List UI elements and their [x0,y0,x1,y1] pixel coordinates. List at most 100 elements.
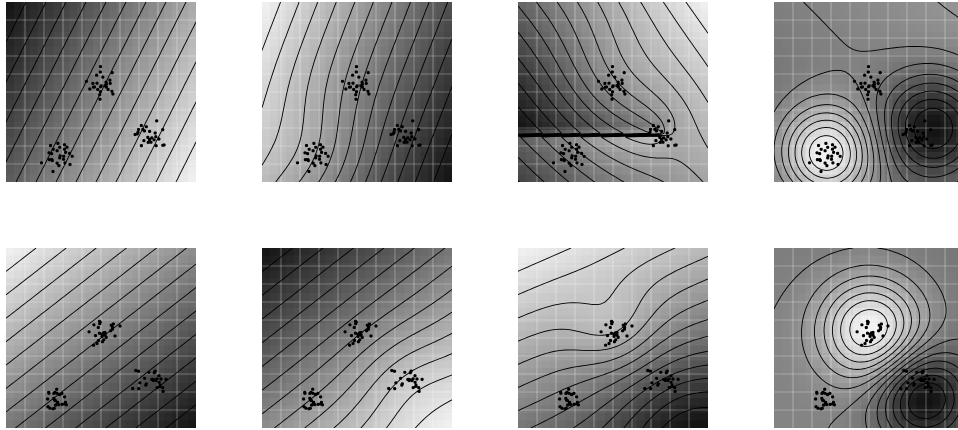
data-point [665,131,669,135]
data-point [648,127,653,132]
data-point [625,334,629,338]
data-point [63,400,67,404]
data-point [826,145,830,149]
data-point [660,129,664,133]
data-point [144,125,148,129]
data-point [110,71,114,75]
data-point [921,131,925,135]
data-point [605,334,610,338]
data-point [398,139,402,143]
data-point [404,129,408,133]
data-point [147,370,151,374]
data-point [415,377,419,381]
data-point [139,123,143,128]
data-point [650,381,654,385]
data-point [362,87,366,92]
data-point [47,151,51,155]
data-point [610,97,614,101]
data-point [920,371,924,375]
data-point [580,151,584,155]
data-point [302,397,306,401]
data-point [413,380,417,384]
shading-field [518,2,708,182]
data-point [565,398,569,402]
data-point [833,145,837,149]
data-point [95,341,99,346]
data-point [317,157,322,161]
contour-lines [518,248,708,428]
data-point [565,390,569,394]
data-point [929,128,933,132]
data-point [664,138,668,142]
data-point [932,377,936,381]
data-point [417,386,421,390]
data-point [623,322,627,326]
data-point [907,123,911,128]
data-point [340,79,345,83]
data-point [852,79,857,83]
data-point [604,343,608,347]
data-point [354,93,358,97]
data-point [825,164,829,168]
data-point [100,332,104,336]
data-point [613,75,617,79]
data-point [823,161,827,165]
data-point [138,381,142,385]
data-point [570,156,574,160]
data-point [400,382,404,386]
data-point [303,390,307,394]
data-point [399,376,403,380]
data-point [864,325,868,330]
data-point [411,386,415,390]
data-point [387,386,391,391]
data-point [575,161,579,165]
data-point [573,157,578,161]
panel-r2-c2 [262,248,452,428]
data-point [314,145,318,149]
data-point [828,402,832,406]
shading-field [6,2,196,182]
data-point [559,158,563,162]
data-point [922,135,926,139]
data-point [146,140,150,144]
data-point [814,397,818,401]
data-point [98,97,102,101]
data-point [866,70,870,74]
data-point [904,369,909,373]
data-point [395,123,399,128]
data-point [65,145,69,149]
data-point [348,323,352,327]
data-point [826,156,830,160]
data-point [567,387,571,391]
data-point [596,79,601,83]
data-point [560,143,565,148]
data-point [106,87,110,92]
data-point [863,73,867,77]
data-point [366,71,370,75]
data-point [886,324,890,328]
data-point [551,161,556,165]
data-point [904,127,909,132]
data-point [830,143,835,147]
data-point [831,395,835,399]
data-point [604,323,608,327]
data-point [923,386,927,390]
data-point [344,87,348,91]
data-point [863,341,867,346]
data-point [673,128,677,132]
data-point [879,92,883,96]
data-point [860,343,864,347]
data-points [558,319,680,411]
data-point [303,151,307,155]
data-point [807,161,812,165]
data-point [53,390,57,394]
data-point [148,129,152,133]
data-point [57,164,61,168]
data-point [320,150,324,154]
data-point [318,143,323,147]
data-point [51,147,55,151]
data-point [91,85,96,89]
data-point [360,85,364,89]
data-point [356,334,360,338]
